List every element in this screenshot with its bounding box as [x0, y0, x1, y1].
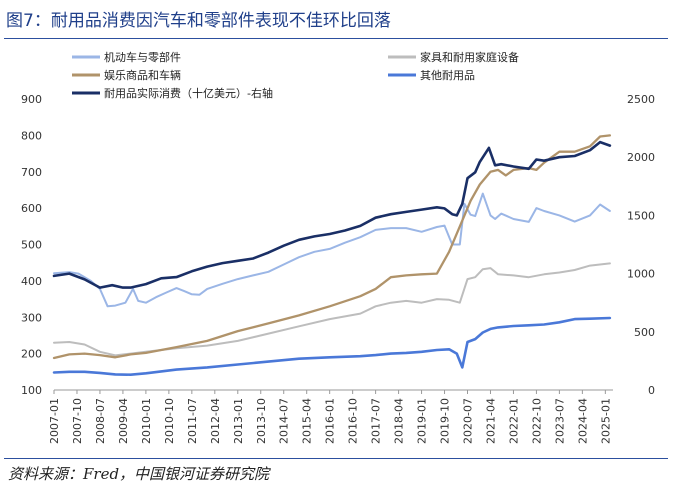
series-lines	[52, 134, 612, 377]
chart-title: 图7：耐用品消费因汽车和零部件表现不佳环比回落	[6, 11, 391, 31]
series-line-5	[52, 140, 612, 289]
x-tick-label: 2016-10	[347, 398, 360, 444]
x-tick-label: 2013-10	[255, 398, 268, 444]
x-tick-label: 2023-07	[553, 398, 566, 444]
x-tick-label: 2014-07	[278, 398, 291, 444]
left-tick-label: 500	[21, 239, 42, 252]
legend-label-5: 耐用品实际消费（十亿美元）-右轴	[104, 86, 273, 100]
source-divider	[4, 458, 668, 459]
legend-label-1: 机动车与零部件	[104, 50, 181, 64]
x-axis: 2007-01 2007-10 2008-07 2009-04 2010-01 2010-…	[48, 389, 613, 444]
left-tick-label: 800	[21, 129, 42, 142]
x-tick-label: 2009-04	[117, 398, 130, 444]
x-tick-label: 2011-07	[186, 398, 199, 444]
series-line-4	[52, 316, 612, 377]
x-tick-label: 2020-07	[462, 398, 475, 444]
right-tick-label: 1000	[627, 268, 655, 281]
x-tick-label: 2012-04	[209, 398, 222, 444]
series-line-2	[53, 262, 611, 357]
x-tick-label: 2015-04	[301, 398, 314, 444]
x-tick-label: 2018-04	[393, 398, 406, 444]
x-tick-label: 2022-01	[507, 398, 520, 444]
right-tick-label: 500	[634, 326, 655, 339]
x-tick-label: 2010-10	[163, 398, 176, 444]
left-tick-label: 700	[21, 166, 42, 179]
left-tick-label: 900	[21, 93, 42, 106]
x-tick-label: 2019-10	[439, 398, 452, 444]
legend-label-4: 其他耐用品	[420, 69, 475, 82]
x-tick-label: 2007-10	[71, 398, 84, 444]
right-axis-ticks: 0 500 1000 1500 2000 2500	[627, 93, 655, 397]
left-tick-label: 400	[21, 275, 42, 288]
legend-label-3: 娱乐商品和车辆	[104, 68, 181, 82]
left-axis-ticks: 100 200 300 400 500 600 700 800 900	[21, 93, 42, 397]
left-tick-label: 200	[21, 348, 42, 361]
left-tick-label: 300	[21, 311, 42, 324]
series-line-1	[53, 192, 611, 308]
x-tick-label: 2007-01	[48, 398, 61, 444]
source-note: 资料来源：Fred，中国银河证券研究院	[8, 465, 270, 483]
x-tick-label: 2021-04	[484, 398, 497, 444]
x-tick-label: 2016-01	[324, 398, 337, 444]
left-tick-label: 100	[21, 384, 42, 397]
series-line-3	[52, 134, 612, 360]
legend-label-2: 家具和耐用家庭设备	[420, 50, 519, 64]
x-tick-label: 2025-01	[599, 398, 612, 444]
left-tick-label: 600	[21, 202, 42, 215]
x-tick-label: 2022-10	[530, 398, 543, 444]
right-tick-label: 2000	[627, 151, 655, 164]
right-tick-label: 1500	[627, 209, 655, 222]
title-divider	[4, 38, 668, 39]
x-tick-label: 2019-01	[416, 398, 429, 444]
x-tick-label: 2013-01	[232, 398, 245, 444]
x-tick-label: 2017-07	[370, 398, 383, 444]
x-tick-label: 2024-04	[576, 398, 589, 444]
x-tick-label: 2010-01	[140, 398, 153, 444]
right-tick-label: 2500	[627, 93, 655, 106]
x-tick-label: 2008-07	[94, 398, 107, 444]
right-tick-label: 0	[648, 384, 655, 397]
